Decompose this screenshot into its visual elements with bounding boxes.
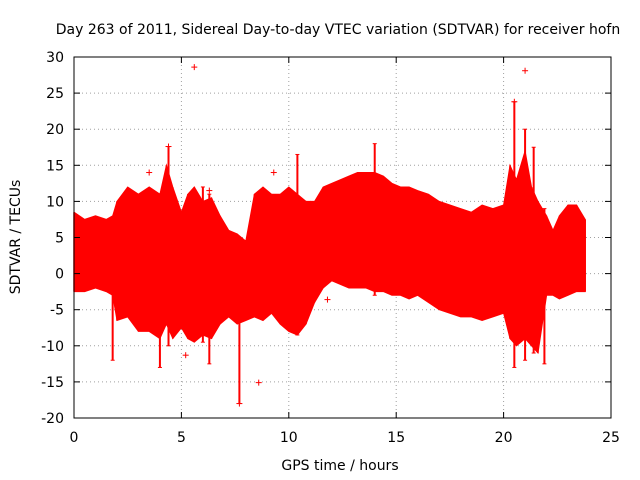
y-axis-title: SDTVAR / TECUs <box>8 180 24 295</box>
y-tick-label: 0 <box>55 267 64 283</box>
tick-layer: 0 5 10 15 20 25 -20 -15 -10 -5 0 5 10 15 20 25 30 <box>41 50 620 446</box>
outlier-point <box>191 64 198 71</box>
x-axis-title: GPS time / hours <box>281 458 398 474</box>
outlier-point <box>236 400 243 407</box>
chart-title: Day 263 of 2011, Sidereal Day-to-day VTE… <box>56 22 620 38</box>
outlier-point <box>255 379 262 386</box>
y-tick-label: -5 <box>50 303 64 319</box>
x-tick-label: 5 <box>177 430 186 446</box>
outlier-point <box>511 98 518 105</box>
outlier-point <box>522 67 529 74</box>
y-tick-label: 5 <box>55 231 64 247</box>
x-tick-label: 10 <box>280 430 298 446</box>
outlier-point <box>165 143 172 150</box>
y-tick-label: -20 <box>41 411 64 427</box>
x-tick-label: 20 <box>495 430 513 446</box>
y-tick-label: 15 <box>46 158 64 174</box>
outlier-point <box>324 296 331 303</box>
y-tick-label: -10 <box>41 339 64 355</box>
outlier-point <box>182 352 189 359</box>
y-tick-label: 30 <box>46 50 64 66</box>
outlier-point <box>270 169 277 176</box>
y-tick-label: 20 <box>46 122 64 138</box>
outlier-point <box>146 169 153 176</box>
x-tick-label: 0 <box>70 430 79 446</box>
y-tick-label: 10 <box>46 194 64 210</box>
y-tick-label: -15 <box>41 375 64 391</box>
x-tick-label: 25 <box>602 430 620 446</box>
x-tick-label: 15 <box>387 430 405 446</box>
outlier-point <box>206 187 213 194</box>
y-tick-label: 25 <box>46 86 64 102</box>
